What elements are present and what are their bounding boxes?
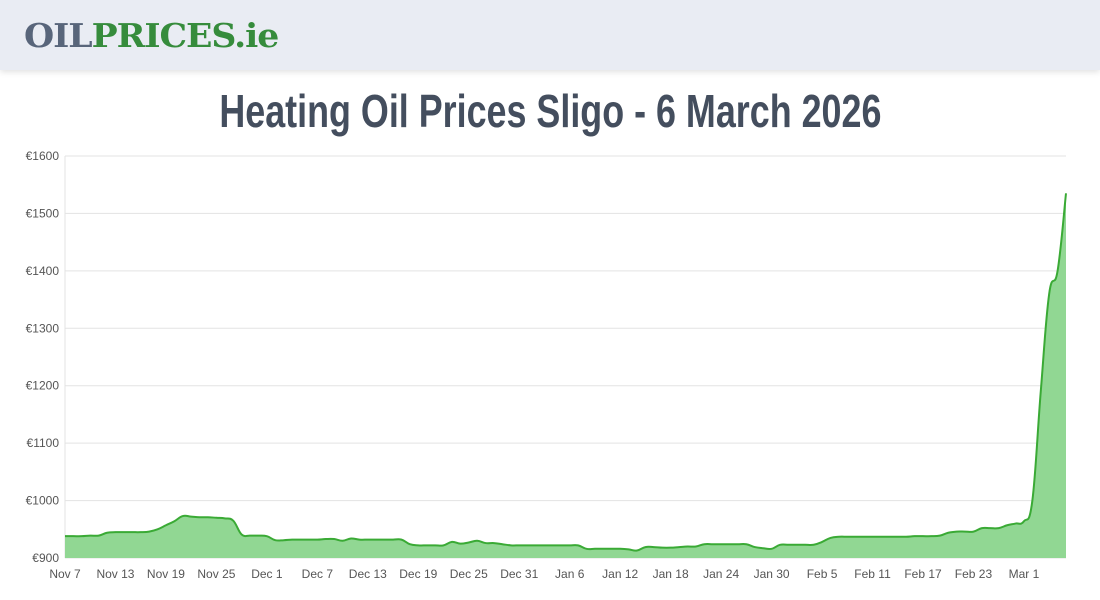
x-tick-label: Jan 30 <box>754 567 790 581</box>
x-tick-label: Feb 11 <box>854 567 891 581</box>
y-tick-label: €1200 <box>26 379 60 393</box>
y-tick-label: €1400 <box>26 264 60 278</box>
price-area <box>65 193 1066 559</box>
y-tick-label: €900 <box>32 551 59 565</box>
y-tick-label: €1500 <box>26 206 60 220</box>
x-tick-label: Dec 7 <box>302 567 334 581</box>
x-tick-label: Nov 13 <box>96 567 134 581</box>
x-tick-label: Jan 18 <box>653 567 689 581</box>
price-line <box>65 193 1067 552</box>
x-tick-label: Nov 25 <box>197 567 235 581</box>
x-tick-label: Dec 25 <box>450 567 488 581</box>
x-tick-label: Feb 17 <box>904 567 942 581</box>
x-tick-label: Jan 6 <box>555 567 585 581</box>
page-title: Heating Oil Prices Sligo - 6 March 2026 <box>218 85 882 137</box>
x-tick-label: Feb 5 <box>807 567 838 581</box>
x-tick-label: Dec 13 <box>349 567 387 581</box>
site-header: OILPRICES.ie <box>0 0 1100 70</box>
x-tick-label: Mar 1 <box>1009 567 1040 581</box>
x-tick-label: Dec 1 <box>251 567 283 581</box>
x-tick-label: Dec 19 <box>399 567 437 581</box>
y-tick-label: €1100 <box>27 436 60 450</box>
site-logo[interactable]: OILPRICES.ie <box>24 16 279 55</box>
x-tick-label: Dec 31 <box>500 567 538 581</box>
y-tick-label: €1600 <box>26 149 60 163</box>
x-tick-label: Jan 12 <box>602 567 638 581</box>
x-tick-label: Feb 23 <box>955 567 993 581</box>
y-tick-label: €1300 <box>26 321 60 335</box>
x-tick-label: Jan 24 <box>703 567 739 581</box>
x-tick-label: Nov 19 <box>147 567 185 581</box>
x-tick-label: Nov 7 <box>49 567 81 581</box>
y-tick-label: €1000 <box>26 494 60 508</box>
